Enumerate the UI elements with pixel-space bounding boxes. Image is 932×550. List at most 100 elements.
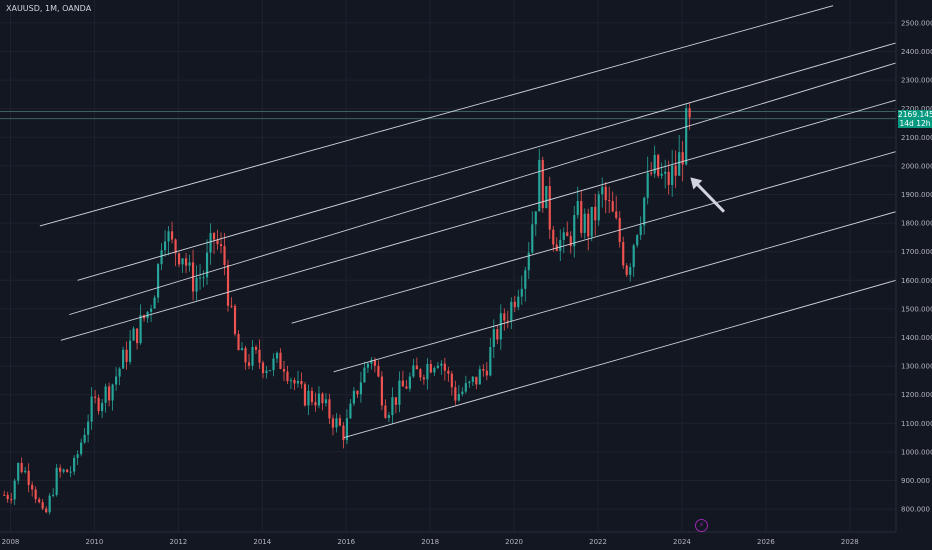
time-axis-tick-label: 2010	[86, 538, 104, 546]
candle-body	[226, 265, 230, 306]
price-axis-tick-label: 2200.000	[901, 105, 932, 113]
candle-body	[643, 197, 646, 226]
candle-body	[230, 305, 233, 307]
time-axis-tick-label: 2014	[253, 538, 271, 546]
candle-body	[139, 315, 142, 344]
candle-body	[447, 370, 450, 374]
candle-body	[520, 288, 523, 297]
candle-body	[440, 363, 443, 366]
candle-body	[541, 159, 544, 209]
candle-body	[87, 421, 90, 435]
candle-body	[352, 390, 356, 404]
candle-body	[349, 403, 352, 419]
price-axis-tick-label: 2300.000	[901, 77, 932, 85]
symbol-label: XAUUSD, 1M, OANDA	[6, 4, 92, 13]
candle-body	[464, 383, 467, 392]
candle-body	[377, 365, 380, 377]
price-axis-tick-label: 1600.000	[901, 277, 932, 285]
candle-body	[125, 349, 128, 362]
candle-body	[548, 186, 551, 230]
candle-body	[310, 390, 314, 403]
candle-body	[55, 467, 58, 495]
candle-body	[198, 277, 202, 279]
candle-body	[48, 495, 51, 513]
candle-body	[485, 370, 488, 376]
time-axis-tick-label: 2026	[757, 538, 775, 546]
candle-body	[678, 152, 681, 176]
price-axis-tick-label: 1700.000	[901, 248, 932, 256]
candle-body	[223, 246, 226, 266]
candle-body	[538, 159, 541, 212]
candle-body	[335, 418, 338, 428]
time-axis-tick-label: 2020	[505, 538, 523, 546]
candle-body	[300, 381, 303, 385]
price-axis-tick-label: 1500.000	[901, 305, 932, 313]
time-axis-tick-label: 2016	[337, 538, 355, 546]
candle-body	[604, 186, 607, 201]
annotation-arrow	[690, 177, 726, 213]
candle-body	[69, 471, 72, 473]
candle-body	[94, 396, 97, 398]
candle-body	[3, 494, 6, 496]
candle-body	[499, 313, 502, 340]
candle-body	[503, 313, 506, 321]
candle-body	[580, 200, 583, 233]
candle-body	[671, 165, 674, 185]
candle-body	[345, 418, 349, 441]
candle-body	[38, 499, 41, 503]
candle-body	[482, 369, 485, 371]
candle-body	[59, 467, 62, 472]
time-axis-tick-label: 2028	[841, 538, 859, 546]
candle-body	[422, 377, 425, 380]
candle-body	[391, 397, 394, 416]
candle-body	[153, 297, 156, 309]
candle-body	[636, 235, 639, 246]
candle-body	[674, 165, 677, 176]
price-axis-tick-label: 2000.000	[901, 162, 932, 170]
candle-body	[331, 418, 335, 428]
candle-body	[108, 386, 111, 401]
candles	[3, 103, 691, 515]
candle-body	[513, 301, 516, 308]
candle-body	[667, 171, 670, 185]
candle-body	[566, 232, 569, 237]
candle-body	[545, 186, 548, 209]
candle-body	[27, 470, 30, 485]
candle-body	[370, 359, 373, 364]
candle-body	[296, 381, 300, 384]
candle-body	[188, 262, 191, 266]
candle-body	[611, 201, 614, 212]
candle-body	[324, 399, 328, 404]
channel-trend-line	[39, 5, 834, 227]
lightning-icon[interactable]: ⚡	[695, 519, 708, 532]
candle-body	[653, 154, 656, 174]
candle-body	[496, 329, 499, 340]
candle-body	[569, 236, 572, 247]
candle-body	[90, 396, 93, 422]
candle-body	[356, 390, 359, 395]
candle-body	[132, 328, 135, 341]
candle-body	[583, 213, 586, 233]
channel-trend-line	[291, 151, 897, 324]
candle-body	[632, 245, 635, 268]
candle-body	[66, 469, 69, 473]
candle-body	[314, 402, 317, 406]
candle-body	[275, 352, 279, 359]
candle-body	[251, 346, 254, 366]
candle-body	[359, 382, 363, 395]
price-axis[interactable]: 800.000 900.000 1000.000 1100.000 1200.000 13…	[901, 19, 932, 513]
candle-body	[363, 367, 366, 383]
candle-body	[590, 206, 593, 237]
candle-body	[552, 229, 555, 245]
candle-body	[415, 365, 418, 370]
candle-body	[387, 415, 390, 418]
candle-body	[657, 154, 660, 176]
candle-body	[136, 328, 139, 344]
candle-body	[461, 391, 464, 395]
candle-body	[212, 233, 216, 240]
time-axis[interactable]: 2008 2010 2012 2014 2016 2018 2020 2022 2024 2026…	[2, 538, 859, 546]
candle-body	[646, 172, 649, 198]
candle-body	[293, 380, 296, 384]
time-axis-tick-label: 2024	[673, 538, 691, 546]
